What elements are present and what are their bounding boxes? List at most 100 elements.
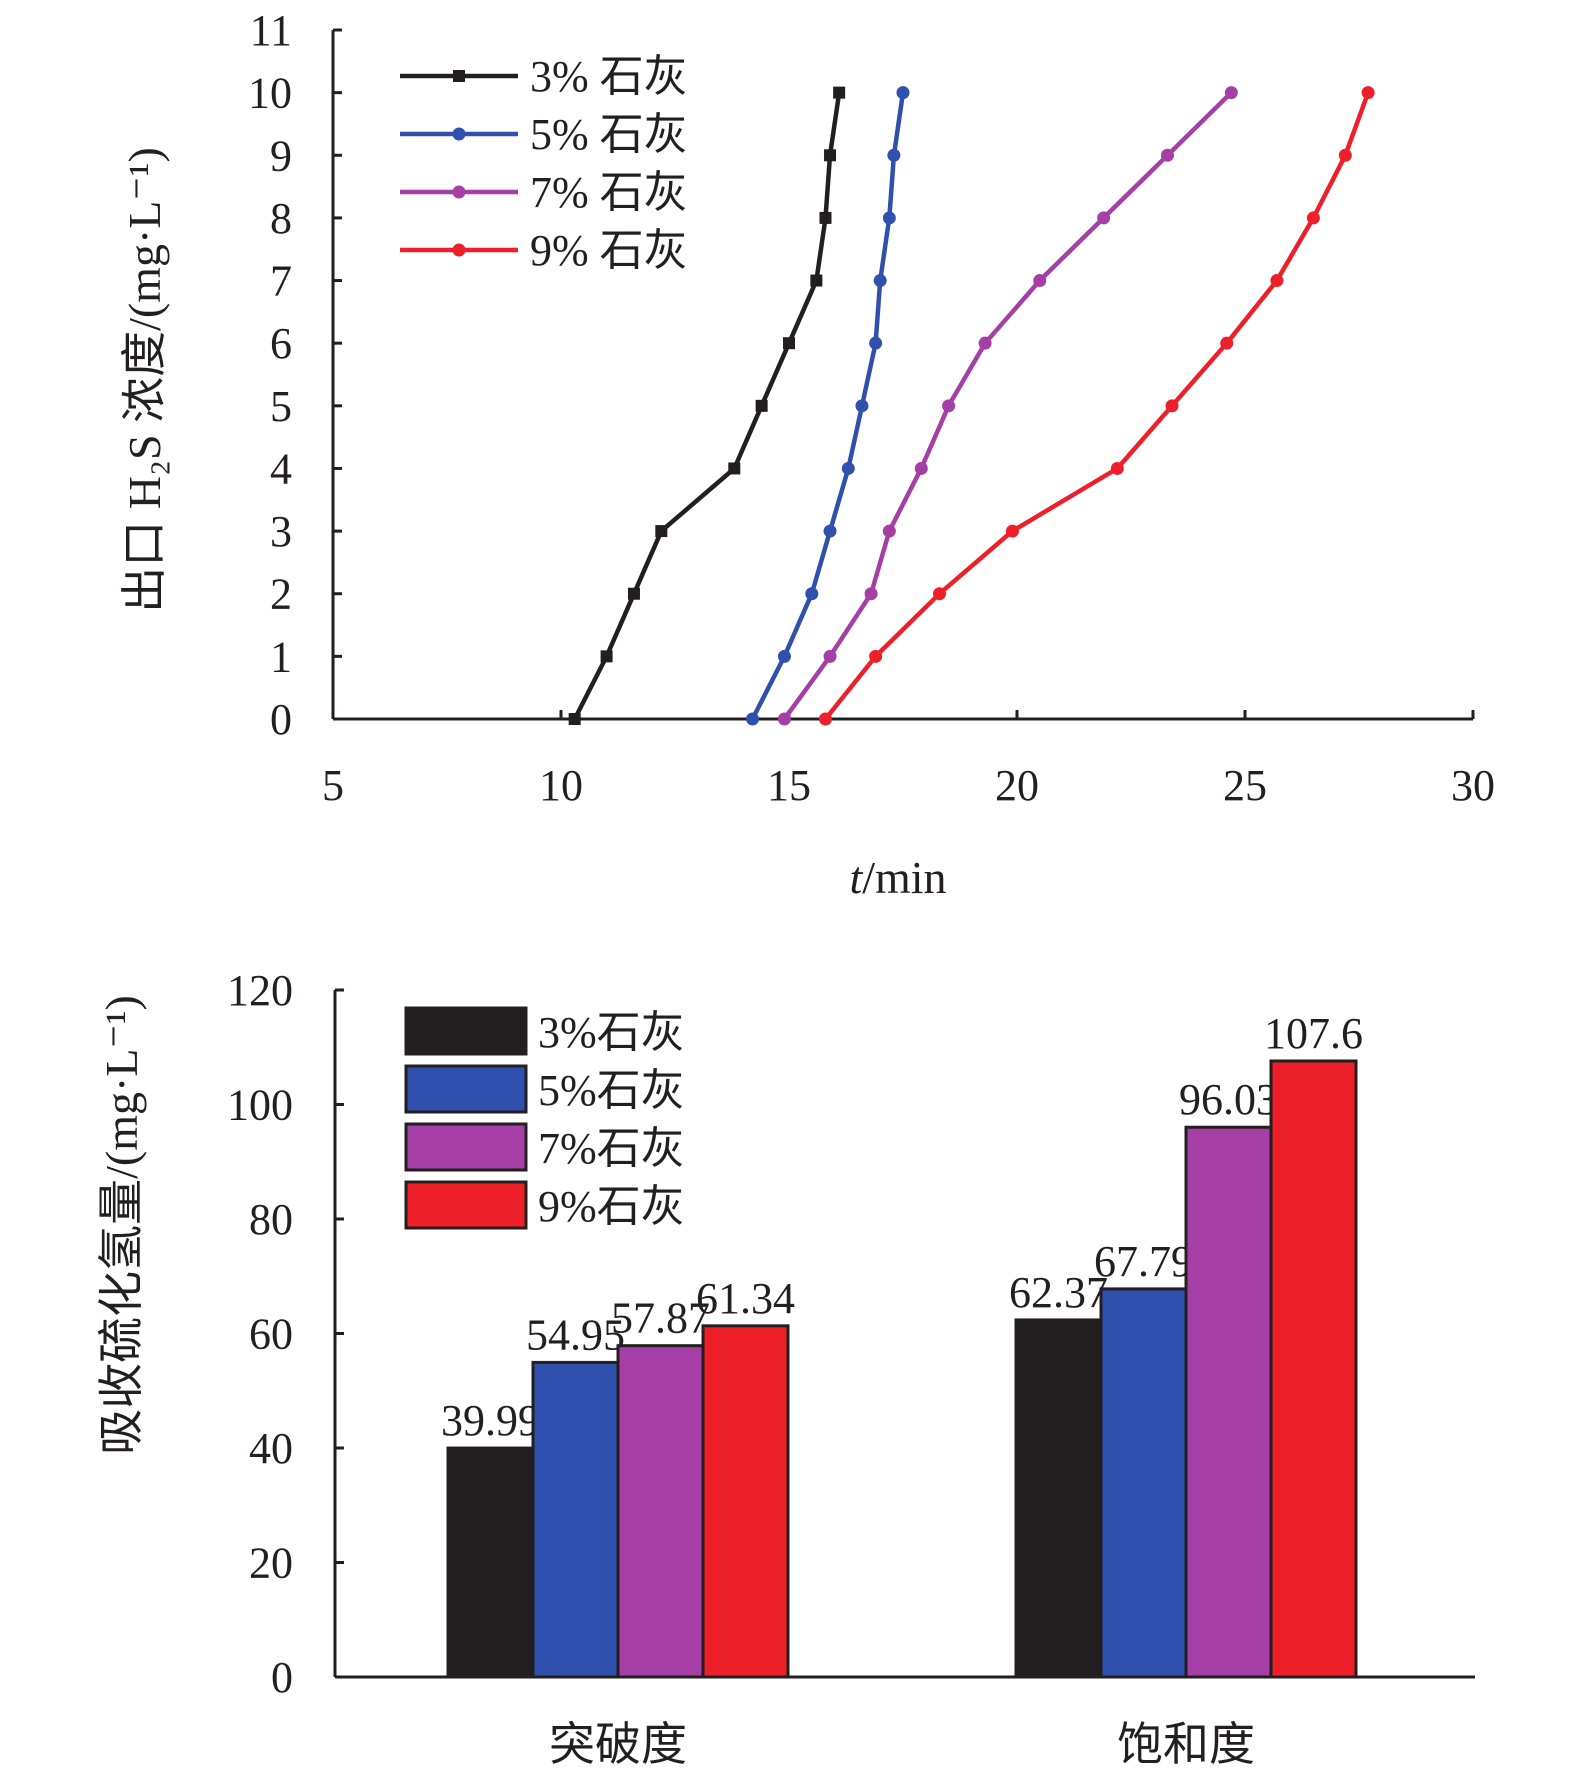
- bar: [616, 1344, 705, 1679]
- bar: [1269, 1059, 1358, 1679]
- line-x-axis-title: t/min: [849, 852, 946, 903]
- bar-chart: 吸收硫化氢量/(mg·L⁻¹) 0 20 40 60 80 100 120 39.99 62.3…: [96, 966, 1475, 1770]
- bar-y-tick-label: 80: [249, 1195, 293, 1244]
- line-x-tick-label: 20: [995, 761, 1039, 810]
- bar-legend-swatch: [404, 1064, 528, 1114]
- line-legend-label: 3% 石灰: [530, 52, 688, 101]
- line-point: [882, 524, 896, 538]
- line-chart: 出口 H₂S 浓度/(mg·L⁻¹) t/min 0 1 2 3 4 5 6 7 8 9 10 11 5…: [119, 6, 1495, 903]
- bar-y-tick-label: 100: [227, 1081, 293, 1130]
- bar-value-label: 61.34: [696, 1274, 795, 1323]
- bar-value-label: 67.79: [1094, 1237, 1193, 1286]
- bar-y-tick-label: 20: [249, 1539, 293, 1588]
- line-point: [1270, 274, 1284, 288]
- line-point: [823, 649, 837, 663]
- line-point: [869, 336, 883, 350]
- line-point: [914, 461, 928, 475]
- line-point: [777, 649, 791, 663]
- bar-legend-swatch: [404, 1180, 528, 1230]
- line-point: [1005, 524, 1019, 538]
- bar-legend-swatch: [404, 1006, 528, 1056]
- line-y-tick-label: 3: [270, 507, 292, 556]
- line-point: [452, 185, 466, 199]
- bar: [446, 1446, 535, 1679]
- line-point: [1220, 336, 1234, 350]
- line-legend-label: 5% 石灰: [530, 110, 688, 159]
- line-x-tick-label: 15: [767, 761, 811, 810]
- bar-legend-label: 7%石灰: [538, 1124, 685, 1173]
- line-point: [864, 587, 878, 601]
- line-x-tick-label: 25: [1223, 761, 1267, 810]
- line-point: [841, 461, 855, 475]
- bar-legend-label: 3%石灰: [538, 1008, 685, 1057]
- line-point: [896, 86, 910, 100]
- line-point: [882, 211, 896, 225]
- line-point: [1165, 399, 1179, 413]
- line-point: [805, 587, 819, 601]
- bar-legend-label: 9%石灰: [538, 1182, 685, 1231]
- line-point: [869, 649, 883, 663]
- line-y-tick-label: 11: [250, 6, 292, 55]
- line-point: [452, 243, 466, 257]
- line-x-tick-label: 5: [322, 761, 344, 810]
- line-point: [783, 337, 795, 350]
- bar-y-axis-title: 吸收硫化氢量/(mg·L⁻¹): [96, 995, 147, 1455]
- line-point: [833, 86, 846, 99]
- line-point: [1033, 274, 1047, 288]
- line-y-tick-label: 9: [270, 131, 292, 180]
- bar-category-label: 饱和度: [1117, 1719, 1255, 1770]
- line-y-tick-label: 4: [270, 444, 292, 493]
- line-point: [452, 127, 466, 141]
- line-y-tick-label: 7: [270, 257, 292, 306]
- bar: [1014, 1318, 1103, 1679]
- line-point: [873, 274, 887, 288]
- line-series: [782, 90, 1233, 721]
- line-point: [755, 399, 768, 412]
- bar-legend-label: 5%石灰: [538, 1066, 685, 1115]
- line-point: [777, 712, 791, 726]
- line-y-tick-label: 0: [270, 695, 292, 744]
- line-x-tick-label: 30: [1451, 761, 1495, 810]
- bar-value-label: 62.37: [1009, 1268, 1108, 1317]
- bar-value-label: 107.6: [1264, 1009, 1363, 1058]
- bar: [1099, 1287, 1188, 1679]
- bar: [531, 1360, 620, 1679]
- line-point: [1110, 461, 1124, 475]
- line-point: [1097, 211, 1111, 225]
- line-point: [1306, 211, 1320, 225]
- bar-value-label: 57.87: [611, 1294, 710, 1343]
- line-y-tick-label: 10: [248, 69, 292, 118]
- line-point: [655, 525, 668, 538]
- line-point: [1224, 86, 1238, 100]
- line-point: [932, 587, 946, 601]
- line-legend-label: 9% 石灰: [530, 226, 688, 275]
- bar-y-tick-label: 60: [249, 1310, 293, 1359]
- bar-value-label: 39.99: [441, 1396, 540, 1445]
- line-point: [746, 712, 760, 726]
- line-point: [600, 650, 613, 663]
- line-y-tick-label: 8: [270, 194, 292, 243]
- line-point: [1338, 148, 1352, 162]
- line-y-tick-label: 2: [270, 570, 292, 619]
- line-point: [810, 274, 823, 287]
- line-series: [823, 91, 1371, 721]
- line-point: [978, 336, 992, 350]
- line-point: [1361, 86, 1375, 100]
- line-point: [855, 399, 869, 413]
- line-point: [1160, 148, 1174, 162]
- bar-value-label: 96.03: [1179, 1075, 1278, 1124]
- bar-y-tick-label: 120: [227, 966, 293, 1015]
- bar-value-label: 54.95: [526, 1310, 625, 1359]
- line-point: [819, 211, 832, 224]
- bar-legend-swatch: [404, 1122, 528, 1172]
- line-point: [728, 462, 741, 475]
- bar-y-tick-label: 40: [249, 1424, 293, 1473]
- line-point: [887, 148, 901, 162]
- line-point: [942, 399, 956, 413]
- line-point: [818, 712, 832, 726]
- line-y-axis-title: 出口 H₂S 浓度/(mg·L⁻¹): [119, 147, 170, 613]
- line-point: [824, 149, 837, 162]
- line-point: [568, 713, 581, 725]
- line-point: [627, 587, 640, 600]
